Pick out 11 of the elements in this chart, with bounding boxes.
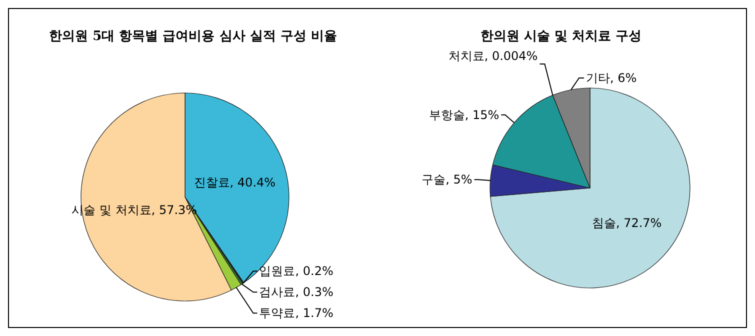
slice-label: 부항술, 15% [428, 108, 500, 122]
slice-label: 처치료, 0.004% [448, 49, 538, 63]
slice-label: 진찰료, 40.4% [194, 176, 276, 190]
chart-title: 한의원 5대 항목별 급여비용 심사 실적 구성 비율 [48, 28, 338, 45]
slice-label: 입원료, 0.2% [259, 264, 334, 278]
slice-label: 검사료, 0.3% [259, 285, 334, 300]
slice-label: 구술, 5% [422, 172, 472, 187]
slice-label: 투약료, 1.7% [259, 306, 334, 320]
slice-label: 기타, 6% [586, 71, 637, 85]
chart-title: 한의원 시술 및 처치료 구성 [479, 28, 643, 45]
slice-label: 침술, 72.7% [592, 216, 662, 230]
